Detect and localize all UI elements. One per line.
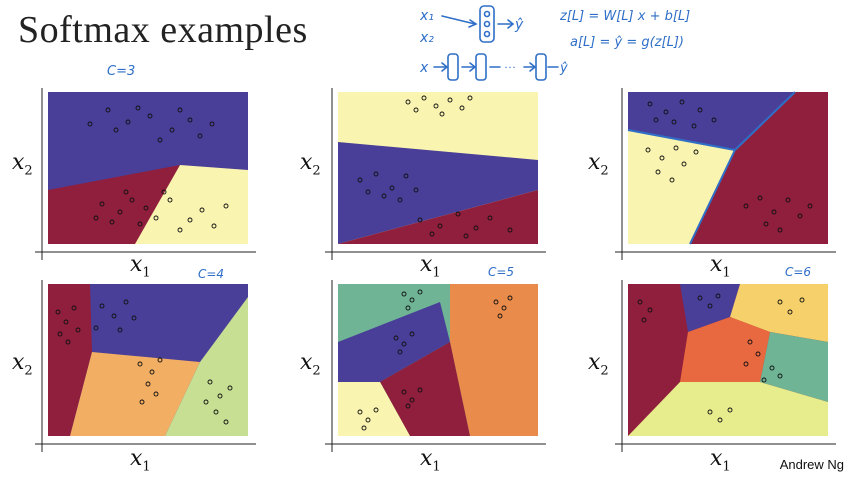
- x-axis-label-3: x1: [710, 252, 731, 281]
- svg-text:x₁: x₁: [420, 8, 434, 24]
- svg-text:ŷ: ŷ: [559, 61, 568, 76]
- svg-text:ŷ: ŷ: [514, 17, 524, 33]
- x-axis-label-1: x1: [130, 252, 151, 281]
- y-axis-label-2: x2: [300, 150, 321, 179]
- x-axis-label-2: x1: [420, 252, 441, 281]
- y-axis-label-6: x2: [588, 350, 609, 379]
- svg-text:x₂: x₂: [420, 30, 434, 46]
- annotation-c6: C=6: [785, 265, 812, 279]
- svg-text:···: ···: [504, 60, 516, 74]
- y-axis-label-4: x2: [12, 350, 33, 379]
- annotation-c4: C=4: [198, 267, 225, 281]
- x-axis-label-6: x1: [710, 446, 731, 475]
- handwritten-annotation: x₁ x₂ ŷ x ··· ŷ z[L] = W[L] x + b[L] a[L…: [420, 5, 690, 81]
- svg-text:z[L] = W[L] x + b[L]: z[L] = W[L] x + b[L]: [559, 9, 690, 24]
- plot-bottom-middle: [320, 272, 550, 462]
- svg-text:x: x: [420, 60, 429, 76]
- x-axis-label-5: x1: [420, 446, 441, 475]
- annotation-c5: C=5: [488, 265, 515, 279]
- x-axis-label-4: x1: [130, 446, 151, 475]
- slide-title: Softmax examples: [18, 9, 308, 51]
- plot-top-right: [610, 80, 840, 270]
- plot-bottom-right: [610, 272, 840, 462]
- y-axis-label-3: x2: [588, 150, 609, 179]
- author-credit: Andrew Ng: [779, 457, 844, 472]
- annotation-c3: C=3: [107, 64, 136, 79]
- svg-text:a[L] = ŷ = g(z[L]): a[L] = ŷ = g(z[L]): [570, 35, 684, 50]
- plot-top-middle: [320, 80, 550, 270]
- plot-top-left: [30, 80, 260, 270]
- y-axis-label-1: x2: [12, 150, 33, 179]
- plot-bottom-left: [30, 272, 260, 462]
- y-axis-label-5: x2: [300, 350, 321, 379]
